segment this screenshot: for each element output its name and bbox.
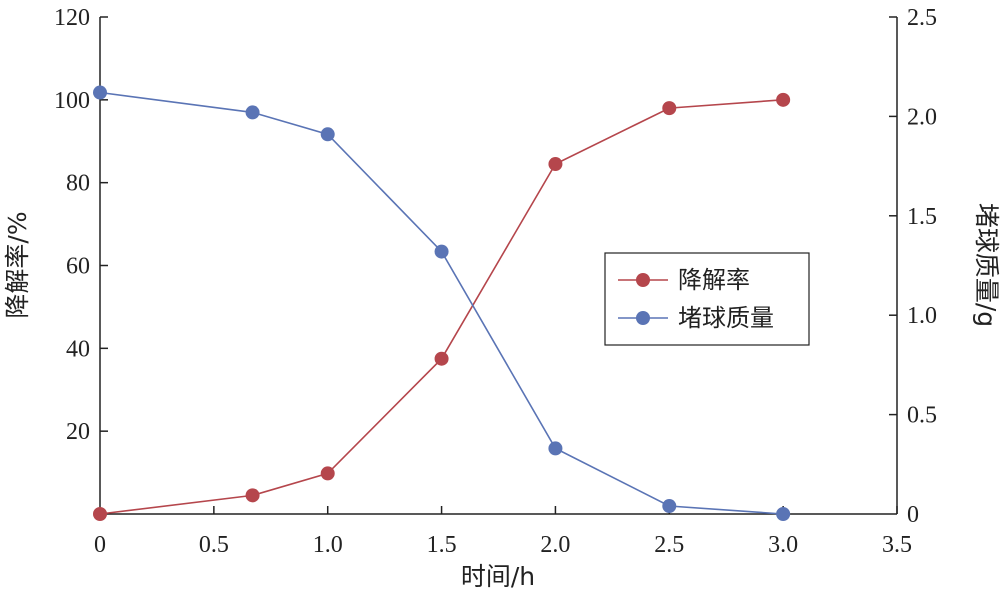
x-tick-label: 0 (94, 532, 106, 558)
y2-tick-label: 2.5 (907, 5, 937, 31)
y-tick-label: 120 (54, 5, 90, 31)
series-0-point (434, 351, 449, 366)
x-tick-label: 2.0 (540, 532, 570, 558)
series-0-point (548, 157, 563, 172)
y-axis-right-title: 堵球质量/g (972, 203, 1000, 327)
y2-tick-label: 0 (907, 502, 919, 528)
legend-label-ball-mass: 堵球质量 (678, 304, 774, 332)
legend-label-degradation: 降解率 (678, 266, 750, 294)
y2-tick-label: 1.5 (907, 204, 937, 230)
y2-tick-label: 1.0 (907, 303, 937, 329)
series-0-point (776, 92, 791, 107)
y-tick-label: 40 (66, 336, 90, 362)
series-1-point (320, 127, 335, 142)
series-0-point (245, 488, 260, 503)
y-axis-right-ticks: 0 0.5 1.0 1.5 2.0 2.5 (889, 5, 937, 528)
legend-marker-degradation (636, 273, 650, 287)
series-layer (93, 85, 791, 521)
y-axis-left-ticks: 20 40 60 80 100 120 (54, 5, 108, 445)
x-axis-ticks: 0 0.5 1.0 1.5 2.0 2.5 3.0 3.5 (94, 506, 912, 558)
y-tick-label: 20 (66, 419, 90, 445)
y2-tick-label: 0.5 (907, 403, 937, 429)
series-1-point (245, 105, 260, 120)
legend: 降解率 堵球质量 (604, 252, 810, 346)
x-tick-label: 3.5 (882, 532, 912, 558)
series-0-point (93, 507, 107, 521)
series-1-point (548, 441, 563, 456)
y2-tick-label: 2.0 (907, 104, 937, 130)
y-tick-label: 80 (66, 171, 90, 197)
legend-box (604, 252, 810, 346)
y-axis-left-title: 降解率/% (3, 211, 32, 318)
series-1-point (93, 85, 107, 100)
series-1-point (776, 507, 791, 521)
x-tick-label: 1.5 (427, 532, 457, 558)
legend-marker-ball-mass (636, 311, 650, 325)
x-tick-label: 0.5 (199, 532, 229, 558)
series-1-point (662, 499, 677, 514)
y-tick-label: 60 (66, 254, 90, 280)
series-1-point (434, 244, 449, 259)
x-tick-label: 1.0 (313, 532, 343, 558)
x-tick-label: 2.5 (654, 532, 684, 558)
series-0-point (662, 101, 677, 116)
y-tick-label: 100 (54, 88, 90, 114)
x-tick-label: 3.0 (768, 532, 798, 558)
series-0-point (320, 466, 335, 481)
x-axis-title: 时间/h (461, 562, 535, 591)
